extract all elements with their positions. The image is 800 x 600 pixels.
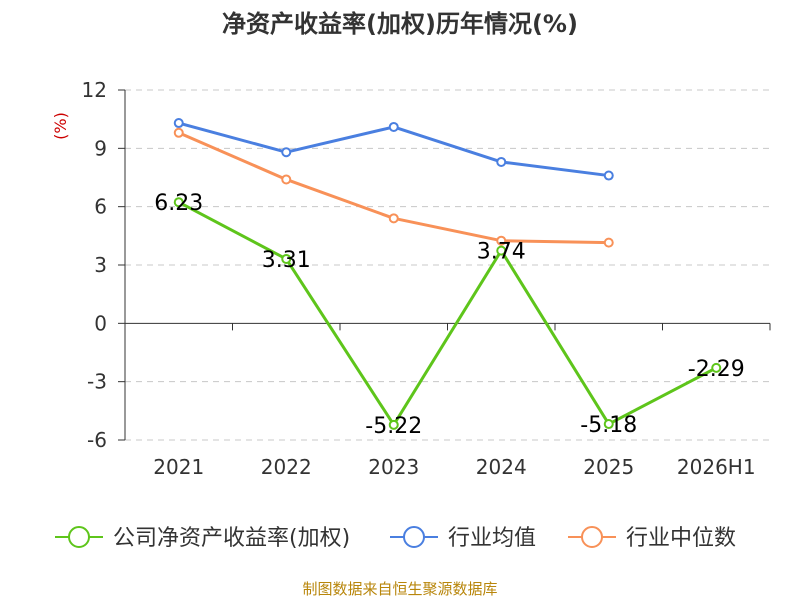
data-labels: 6.23 3.31 -5.22 3.74 -5.18 -2.29: [154, 191, 744, 439]
grid-lines: [125, 89, 770, 441]
y-tick-labels: 12 9 6 3 0 -3 -6: [82, 78, 107, 452]
y-tick-label: 12: [82, 78, 107, 102]
data-point: [388, 121, 399, 132]
chart-title: 净资产收益率(加权)历年情况(%): [222, 10, 578, 38]
data-point: [173, 118, 184, 129]
data-point: [496, 156, 507, 167]
legend-label: 公司净资产收益率(加权): [113, 526, 350, 551]
data-point: [603, 419, 614, 430]
data-point: [388, 419, 399, 430]
legend: 公司净资产收益率(加权) 行业均值 行业中位数: [55, 526, 736, 551]
legend-label: 行业中位数: [626, 526, 736, 551]
x-tick-label: 2021: [153, 455, 204, 479]
legend-marker: [403, 526, 425, 548]
y-tick-label: 6: [94, 195, 107, 219]
data-label: -2.29: [688, 357, 745, 382]
data-point: [173, 197, 184, 208]
x-tick-label: 2025: [583, 455, 634, 479]
data-point: [603, 170, 614, 181]
data-label: 6.23: [154, 191, 203, 216]
x-tick-label: 2023: [368, 455, 419, 479]
data-label: -5.22: [365, 414, 422, 439]
data-label: 3.74: [477, 240, 526, 265]
series-line-0: [178, 200, 717, 427]
series-layer: [173, 118, 722, 430]
source-note: 制图数据来自恒生聚源数据库: [302, 580, 497, 598]
data-label: 3.31: [262, 248, 311, 273]
series-line-2: [178, 131, 609, 245]
x-tick-label: 2024: [476, 455, 527, 479]
legend-label: 行业均值: [448, 526, 536, 551]
y-tick-label: 3: [94, 253, 107, 277]
data-point: [281, 253, 292, 264]
axes: [118, 89, 771, 441]
legend-marker: [581, 526, 603, 548]
x-tick-label: 2026H1: [677, 455, 756, 479]
legend-marker: [68, 526, 90, 548]
x-tick-labels: 2021 2022 2023 2024 2025 2026H1: [153, 455, 755, 479]
data-point: [388, 213, 399, 224]
data-point: [281, 174, 292, 185]
data-point: [603, 237, 614, 248]
data-point: [711, 362, 722, 373]
data-point: [496, 245, 507, 256]
data-point: [281, 147, 292, 158]
data-label: -5.18: [580, 413, 637, 438]
data-point: [173, 127, 184, 138]
y-axis-unit: (%): [51, 112, 70, 140]
x-tick-label: 2022: [261, 455, 312, 479]
data-point: [496, 235, 507, 246]
y-tick-label: 0: [94, 311, 107, 335]
y-tick-label: 9: [94, 136, 107, 160]
y-tick-label: -3: [87, 370, 107, 394]
y-tick-label: -6: [87, 428, 107, 452]
